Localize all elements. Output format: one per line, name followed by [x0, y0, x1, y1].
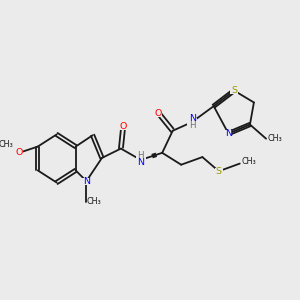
Text: N: N — [83, 177, 90, 186]
Text: O: O — [119, 122, 127, 131]
Text: CH₃: CH₃ — [0, 140, 14, 149]
FancyBboxPatch shape — [155, 110, 162, 117]
Text: S: S — [231, 86, 237, 95]
Text: H: H — [189, 121, 196, 130]
Text: O: O — [155, 109, 162, 118]
Text: CH₃: CH₃ — [242, 157, 256, 166]
Text: CH₃: CH₃ — [87, 197, 102, 206]
Text: H: H — [137, 151, 143, 160]
FancyBboxPatch shape — [230, 87, 238, 94]
FancyBboxPatch shape — [119, 123, 127, 130]
Text: O: O — [15, 148, 23, 157]
FancyBboxPatch shape — [187, 118, 196, 127]
Text: S: S — [216, 167, 222, 176]
Text: N: N — [189, 113, 196, 122]
Text: CH₃: CH₃ — [268, 134, 283, 143]
FancyBboxPatch shape — [15, 149, 23, 156]
FancyBboxPatch shape — [82, 178, 90, 185]
FancyBboxPatch shape — [215, 168, 223, 175]
FancyBboxPatch shape — [224, 130, 232, 137]
FancyBboxPatch shape — [136, 156, 146, 164]
Text: N: N — [136, 158, 144, 167]
Text: N: N — [225, 129, 232, 138]
